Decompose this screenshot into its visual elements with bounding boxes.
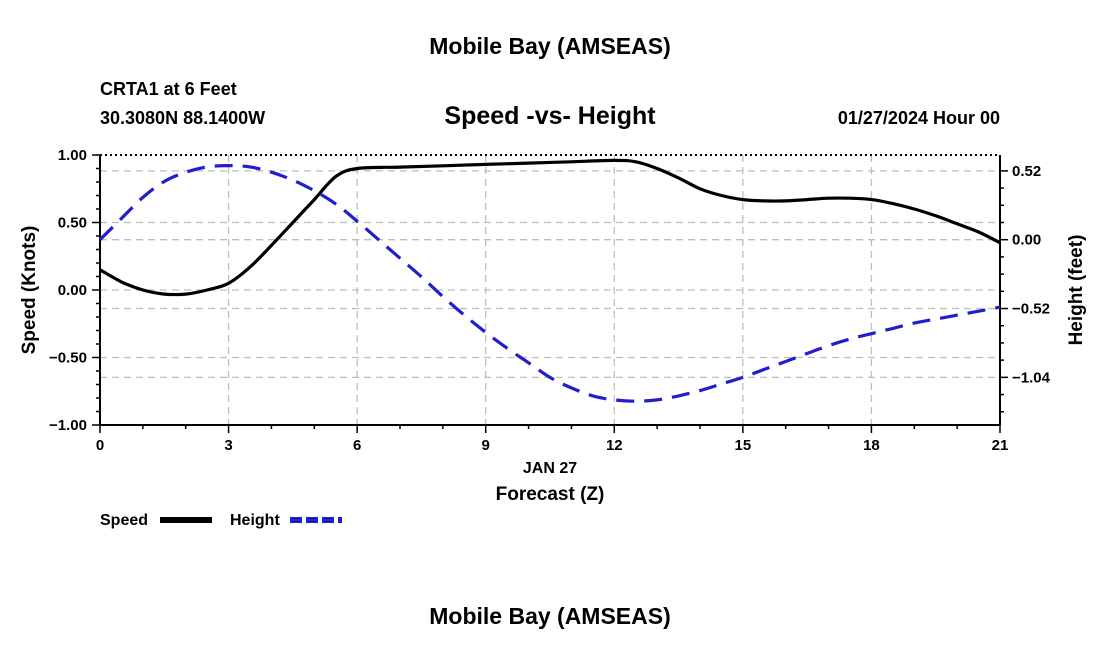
main-title: Mobile Bay (AMSEAS) <box>429 33 671 59</box>
right-y-tick-label: 0.52 <box>1012 163 1041 180</box>
right-y-tick-label: 0.00 <box>1012 232 1041 249</box>
left-y-tick-label: 0.50 <box>58 215 87 232</box>
x-tick-label: 21 <box>992 437 1009 454</box>
legend-label-speed: Speed <box>100 512 148 529</box>
footer-title: Mobile Bay (AMSEAS) <box>429 603 671 629</box>
left-y-tick-label: −1.00 <box>49 417 87 434</box>
series-line-speed <box>99 158 1001 297</box>
x-tick-label: 9 <box>482 437 490 454</box>
x-tick-label: 3 <box>224 437 232 454</box>
plot-title: Speed -vs- Height <box>444 102 656 130</box>
left-y-tick-label: −0.50 <box>49 350 87 367</box>
legend-label-height: Height <box>230 512 280 529</box>
x-axis-title: Forecast (Z) <box>496 484 605 505</box>
legend: Speed Height <box>100 512 342 529</box>
left-y-tick-label: 1.00 <box>58 147 87 164</box>
right-y-tick-label: −0.52 <box>1012 301 1050 318</box>
x-date-label: JAN 27 <box>523 460 577 477</box>
ticks <box>92 154 1008 433</box>
right-y-tick-label: −1.04 <box>1012 369 1051 386</box>
datetime-label: 01/27/2024 Hour 00 <box>838 108 1000 128</box>
x-tick-label: 6 <box>353 437 361 454</box>
right-y-axis-title: Height (feet) <box>1066 235 1087 346</box>
series-line-height <box>98 164 1001 403</box>
left-y-tick-label: 0.00 <box>58 282 87 299</box>
axes <box>99 154 1001 426</box>
station-label: CRTA1 at 6 Feet <box>100 79 237 99</box>
coordinates-label: 30.3080N 88.1400W <box>100 108 265 128</box>
series <box>98 158 1001 403</box>
left-y-axis-title: Speed (Knots) <box>19 226 40 355</box>
x-tick-label: 18 <box>863 437 880 454</box>
x-tick-label: 15 <box>735 437 752 454</box>
grid <box>100 155 1000 425</box>
tick-labels: 0 3 6 9 12 15 18 21 1.00 0.50 0.00 −0.50 −1.00 0.52 0.… <box>49 147 1051 454</box>
x-tick-label: 0 <box>96 437 104 454</box>
x-tick-label: 12 <box>606 437 623 454</box>
